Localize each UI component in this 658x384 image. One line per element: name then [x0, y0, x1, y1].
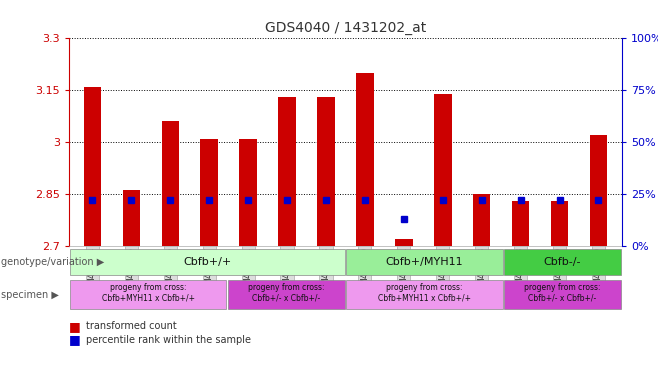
Bar: [551, 201, 569, 246]
Bar: [395, 239, 413, 246]
Bar: [240, 139, 257, 246]
Bar: [590, 135, 607, 246]
Text: Cbfb-/-: Cbfb-/-: [544, 257, 581, 267]
Bar: [70, 280, 226, 310]
Bar: [356, 73, 374, 246]
Bar: [317, 97, 335, 246]
Bar: [434, 94, 451, 246]
Text: ■: ■: [69, 333, 81, 346]
Text: percentile rank within the sample: percentile rank within the sample: [86, 335, 251, 345]
Title: GDS4040 / 1431202_at: GDS4040 / 1431202_at: [265, 21, 426, 35]
Bar: [346, 280, 503, 310]
Bar: [161, 121, 179, 246]
Text: genotype/variation ▶: genotype/variation ▶: [1, 257, 104, 267]
Text: Cbfb+/MYH11: Cbfb+/MYH11: [386, 257, 463, 267]
Text: transformed count: transformed count: [86, 321, 176, 331]
Text: progeny from cross:
Cbfb+MYH11 x Cbfb+/+: progeny from cross: Cbfb+MYH11 x Cbfb+/+: [378, 283, 471, 303]
Bar: [70, 249, 345, 275]
Text: specimen ▶: specimen ▶: [1, 290, 59, 300]
Bar: [122, 190, 140, 246]
Bar: [504, 249, 621, 275]
Bar: [473, 194, 490, 246]
Text: progeny from cross:
Cbfb+/- x Cbfb+/-: progeny from cross: Cbfb+/- x Cbfb+/-: [524, 283, 601, 303]
Bar: [228, 280, 345, 310]
Bar: [512, 201, 530, 246]
Text: progeny from cross:
Cbfb+/- x Cbfb+/-: progeny from cross: Cbfb+/- x Cbfb+/-: [248, 283, 324, 303]
Bar: [346, 249, 503, 275]
Text: progeny from cross:
Cbfb+MYH11 x Cbfb+/+: progeny from cross: Cbfb+MYH11 x Cbfb+/+: [101, 283, 195, 303]
Text: Cbfb+/+: Cbfb+/+: [183, 257, 232, 267]
Bar: [201, 139, 218, 246]
Bar: [504, 280, 621, 310]
Bar: [278, 97, 296, 246]
Bar: [84, 87, 101, 246]
Text: ■: ■: [69, 320, 81, 333]
